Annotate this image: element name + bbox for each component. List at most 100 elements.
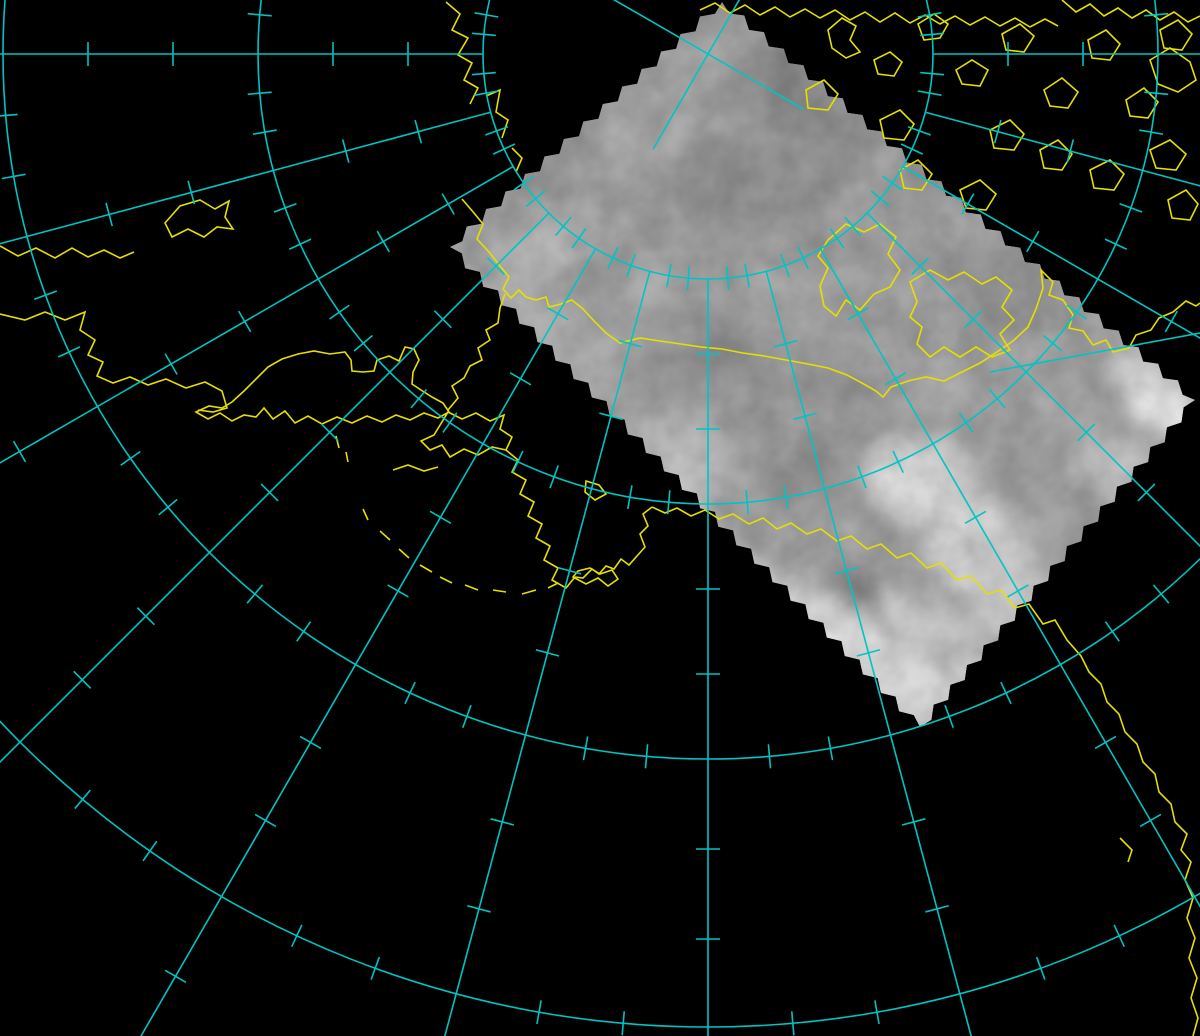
- coastline-bristol-bay-coast: [574, 506, 653, 579]
- latitude-tick: [599, 412, 623, 421]
- coastline-chukotka-peninsula: [194, 346, 451, 425]
- longitude-tick: [370, 956, 381, 980]
- coastline-west-alaska-coast: [505, 449, 576, 590]
- longitude-tick: [767, 744, 772, 769]
- coastline-qei-island-1: [827, 17, 862, 59]
- coastline-severnaya-zemlya-3: [511, 147, 523, 173]
- meridian-line: [819, 248, 1200, 908]
- latitude-tick: [341, 139, 350, 163]
- coastline-alaska-peninsula: [571, 567, 620, 587]
- longitude-tick: [57, 346, 81, 358]
- longitude-tick: [288, 238, 312, 250]
- coastline-qei-island-13: [879, 109, 916, 141]
- longitude-tick: [549, 465, 559, 489]
- latitude-tick: [847, 307, 869, 321]
- latitude-tick: [884, 372, 907, 386]
- longitude-tick: [1, 173, 26, 180]
- coastline-qei-island-14: [805, 79, 840, 111]
- coastline-wrangel-island: [164, 199, 235, 239]
- latitude-tick: [387, 584, 409, 598]
- longitude-tick: [783, 485, 790, 510]
- latitude-tick: [509, 372, 532, 386]
- coastline-aleutian-island-6: [464, 584, 479, 591]
- longitude-tick: [474, 90, 499, 96]
- longitude-tick: [882, 175, 903, 191]
- latitude-tick: [793, 412, 817, 421]
- coastline-banks-island: [817, 223, 901, 318]
- latitude-tick: [12, 440, 27, 463]
- longitude-tick: [1104, 621, 1120, 642]
- latitude-tick: [320, 423, 339, 442]
- longitude-tick: [0, 113, 18, 117]
- latitude-tick: [136, 607, 155, 626]
- longitude-tick: [247, 91, 272, 96]
- longitude-tick: [725, 266, 730, 291]
- longitude-tick: [33, 290, 58, 300]
- latitude-tick: [73, 670, 92, 689]
- longitude-tick: [744, 263, 750, 288]
- latitude-tick: [254, 813, 277, 828]
- longitude-tick: [621, 1011, 626, 1036]
- longitude-tick: [920, 32, 945, 37]
- latitude-tick: [1066, 139, 1075, 163]
- longitude-tick: [471, 71, 496, 76]
- latitude-tick: [1094, 735, 1117, 750]
- pole-crossing-meridian: [652, 0, 741, 150]
- longitude-tick: [1113, 924, 1126, 948]
- latitude-tick: [1164, 310, 1179, 333]
- coastline-aleutian-island-8: [521, 589, 537, 595]
- longitude-tick: [471, 32, 496, 37]
- longitude-tick: [536, 1000, 542, 1025]
- coastline-gulf-of-alaska-panhandle-coast: [651, 506, 1199, 1036]
- latitude-tick: [467, 904, 491, 913]
- coastline-aleutian-island-7: [492, 589, 507, 593]
- latitude-tick: [105, 202, 114, 227]
- latitude-tick: [260, 483, 279, 502]
- coastline-arctic-islands-top-1: [699, 2, 1059, 28]
- latitude-tick: [433, 310, 452, 329]
- longitude-tick: [492, 143, 516, 155]
- latitude-tick: [441, 193, 455, 215]
- latitude-tick: [1139, 813, 1162, 828]
- longitude-tick: [829, 228, 845, 249]
- longitude-tick: [513, 175, 534, 191]
- latitude-tick: [164, 353, 178, 375]
- longitude-tick: [120, 450, 141, 466]
- meridian-line: [0, 111, 491, 245]
- coastline-coastal-island: [1119, 837, 1133, 863]
- coastline-qei-island-15: [959, 179, 998, 211]
- longitude-tick: [353, 334, 373, 352]
- latitude-tick: [547, 307, 569, 321]
- latitude-tick: [901, 818, 926, 826]
- latitude-tick: [486, 257, 505, 276]
- longitude-tick: [797, 246, 809, 270]
- latitude-tick: [299, 735, 322, 750]
- meridian-line: [925, 111, 1200, 187]
- longitude-tick: [958, 412, 974, 433]
- coastline-aleutian-island-4: [419, 564, 433, 573]
- longitude-tick: [1000, 681, 1012, 705]
- longitude-tick: [329, 304, 350, 320]
- latitude-tick: [164, 969, 187, 984]
- coastline-chukotka-north-coast: [0, 310, 228, 413]
- latitude-tick: [187, 180, 196, 205]
- longitude-tick: [857, 465, 867, 489]
- longitude-tick: [74, 789, 91, 810]
- coastline-qei-island-6: [1043, 76, 1080, 109]
- meridian-line: [140, 248, 597, 1036]
- longitude-tick: [686, 266, 691, 291]
- meridian-line: [444, 271, 651, 1036]
- longitude-tick: [666, 490, 671, 515]
- longitude-tick: [158, 498, 178, 516]
- longitude-tick: [1104, 238, 1128, 250]
- longitude-tick: [944, 704, 954, 729]
- longitude-tick: [626, 253, 636, 277]
- longitude-tick: [907, 126, 931, 136]
- latitude-tick: [993, 119, 1002, 144]
- longitude-tick: [900, 143, 924, 155]
- coastline-chukchi-beaufort-coast: [461, 198, 1200, 399]
- longitude-tick: [917, 12, 942, 18]
- longitude-tick: [1144, 91, 1169, 96]
- longitude-tick: [745, 490, 750, 515]
